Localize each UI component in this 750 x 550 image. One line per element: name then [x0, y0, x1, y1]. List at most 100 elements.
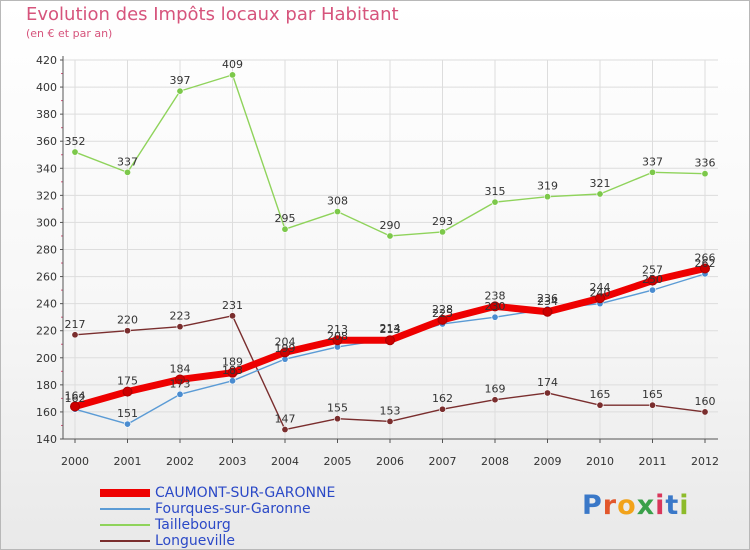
- data-label: 213: [380, 323, 401, 336]
- data-point: [490, 301, 500, 312]
- data-label: 250: [642, 273, 663, 286]
- data-label: 231: [222, 299, 243, 312]
- data-label: 337: [642, 155, 663, 168]
- data-label: 234: [537, 295, 558, 308]
- data-point: [543, 389, 551, 397]
- logo-letter: i: [679, 490, 690, 521]
- data-point: [229, 377, 237, 385]
- data-point: [542, 306, 553, 317]
- data-point: [124, 420, 132, 428]
- legend-swatch-fourques: [100, 508, 150, 510]
- data-label: 151: [117, 407, 138, 420]
- x-tick-label: 2006: [376, 455, 404, 468]
- y-tick-label: 200: [36, 352, 57, 365]
- data-label: 240: [590, 287, 611, 300]
- data-label: 230: [485, 300, 506, 313]
- data-point: [122, 386, 133, 397]
- data-point: [280, 347, 290, 358]
- series-lines: [70, 71, 710, 434]
- proxiti-logo: Proxiti: [582, 490, 690, 521]
- data-label: 352: [65, 135, 86, 148]
- x-tick-label: 2002: [166, 455, 194, 468]
- data-point: [229, 71, 237, 79]
- data-point: [648, 168, 656, 176]
- data-point: [543, 193, 551, 201]
- data-label: 165: [590, 388, 611, 401]
- y-tick-label: 160: [36, 406, 57, 419]
- data-point: [438, 405, 446, 413]
- y-tick-label: 420: [36, 54, 57, 67]
- data-point: [124, 327, 132, 335]
- data-point: [648, 286, 656, 294]
- logo-letter: i: [655, 490, 666, 521]
- legend-label-caumont: CAUMONT-SUR-GARONNE: [155, 485, 336, 501]
- data-point: [596, 190, 604, 198]
- data-point: [332, 335, 343, 346]
- data-labels: 352 337 397 409 295 308 290 293 315 319 321 337 336 2…: [65, 58, 716, 426]
- data-point: [595, 293, 605, 304]
- data-point: [71, 331, 79, 339]
- x-tick-label: 2011: [639, 455, 667, 468]
- x-tick-label: 2009: [534, 455, 562, 468]
- data-label: 183: [222, 364, 243, 377]
- data-label: 223: [170, 310, 191, 323]
- data-point: [71, 148, 79, 156]
- x-tick-label: 2003: [219, 455, 247, 468]
- data-label: 321: [590, 177, 611, 190]
- data-label: 147: [275, 413, 296, 426]
- data-point: [491, 198, 499, 206]
- legend-label-longueville: Longueville: [155, 533, 235, 549]
- data-point: [333, 208, 341, 216]
- x-tick-label: 2001: [114, 455, 142, 468]
- data-label: 337: [117, 155, 138, 168]
- data-label: 213: [327, 323, 348, 336]
- data-point: [701, 408, 709, 416]
- data-point: [596, 401, 604, 409]
- data-point: [281, 225, 289, 233]
- data-label: 174: [537, 376, 558, 389]
- data-label: 315: [485, 185, 506, 198]
- data-label: 208: [327, 330, 348, 343]
- data-label: 155: [327, 402, 348, 415]
- x-tick-label: 2012: [691, 455, 719, 468]
- y-tick-label: 380: [36, 108, 57, 121]
- data-point: [701, 170, 709, 178]
- data-label: 238: [485, 289, 506, 302]
- data-label: 266: [695, 251, 716, 264]
- legend-swatch-caumont: [100, 489, 150, 497]
- data-point: [438, 228, 446, 236]
- data-label: 164: [65, 390, 86, 403]
- data-label: 162: [65, 392, 86, 405]
- data-point: [281, 426, 289, 434]
- data-point: [176, 323, 184, 331]
- x-tick-label: 2010: [586, 455, 614, 468]
- data-label: 217: [65, 318, 86, 331]
- data-label: 214: [380, 322, 401, 335]
- data-label: 169: [485, 383, 506, 396]
- data-point: [333, 415, 341, 423]
- x-tick-label: 2008: [481, 455, 509, 468]
- data-point: [70, 401, 80, 412]
- data-label: 199: [275, 342, 296, 355]
- data-point: [124, 168, 132, 176]
- logo-letter: P: [582, 490, 603, 521]
- chart-subtitle: (en € et par an): [26, 27, 113, 40]
- data-point: [227, 367, 238, 378]
- y-tick-label: 300: [36, 216, 57, 229]
- data-label: 236: [537, 292, 558, 305]
- data-label: 319: [537, 180, 558, 193]
- legend-swatch-taillebourg: [100, 524, 150, 526]
- data-label: 175: [117, 375, 138, 388]
- data-point: [491, 313, 499, 321]
- y-tick-label: 320: [36, 189, 57, 202]
- data-point: [385, 335, 395, 346]
- data-label: 397: [170, 74, 191, 87]
- data-label: 293: [432, 215, 453, 228]
- logo-letter: o: [617, 490, 637, 521]
- data-point: [176, 87, 184, 95]
- data-label: 160: [695, 395, 716, 408]
- data-label: 308: [327, 195, 348, 208]
- data-point: [386, 417, 394, 425]
